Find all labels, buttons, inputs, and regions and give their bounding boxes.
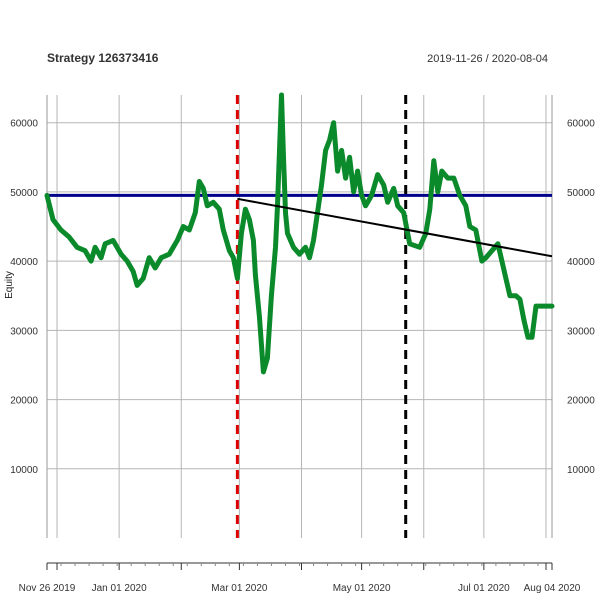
y-tick-label-right: 30000: [567, 326, 595, 337]
y-tick-label-right: 20000: [567, 396, 595, 407]
x-tick-label: May 01 2020: [333, 583, 391, 594]
y-tick-label-left: 30000: [10, 326, 38, 337]
y-tick-label-right: 60000: [567, 119, 595, 130]
y-tick-label-left: 50000: [10, 188, 38, 199]
y-tick-label-left: 10000: [10, 465, 38, 476]
axes: [46, 95, 553, 570]
x-tick-label: Nov 26 2019: [19, 583, 76, 594]
trend-line: [237, 197, 553, 258]
y-tick-label-right: 40000: [567, 257, 595, 268]
y-axis-label: Equity: [4, 271, 15, 299]
x-tick-label: Mar 01 2020: [211, 583, 268, 594]
x-tick-label: Jan 01 2020: [92, 583, 147, 594]
equity-line: [44, 92, 555, 375]
y-tick-label-right: 10000: [567, 465, 595, 476]
chart-subtitle: 2019-11-26 / 2020-08-04: [427, 53, 548, 65]
x-tick-label: Aug 04 2020: [524, 583, 581, 594]
y-tick-label-right: 50000: [567, 188, 595, 199]
chart-title: Strategy 126373416: [47, 51, 159, 65]
tick-labels: 10000 10000 20000 20000 30000 30000 40000 40000…: [10, 119, 595, 594]
y-tick-label-left: 60000: [10, 119, 38, 130]
markers: [47, 95, 552, 538]
series: [44, 92, 555, 375]
x-tick-label: Jul 01 2020: [458, 583, 510, 594]
y-tick-label-left: 20000: [10, 396, 38, 407]
gridlines: [46, 95, 553, 538]
y-tick-label-left: 40000: [10, 257, 38, 268]
